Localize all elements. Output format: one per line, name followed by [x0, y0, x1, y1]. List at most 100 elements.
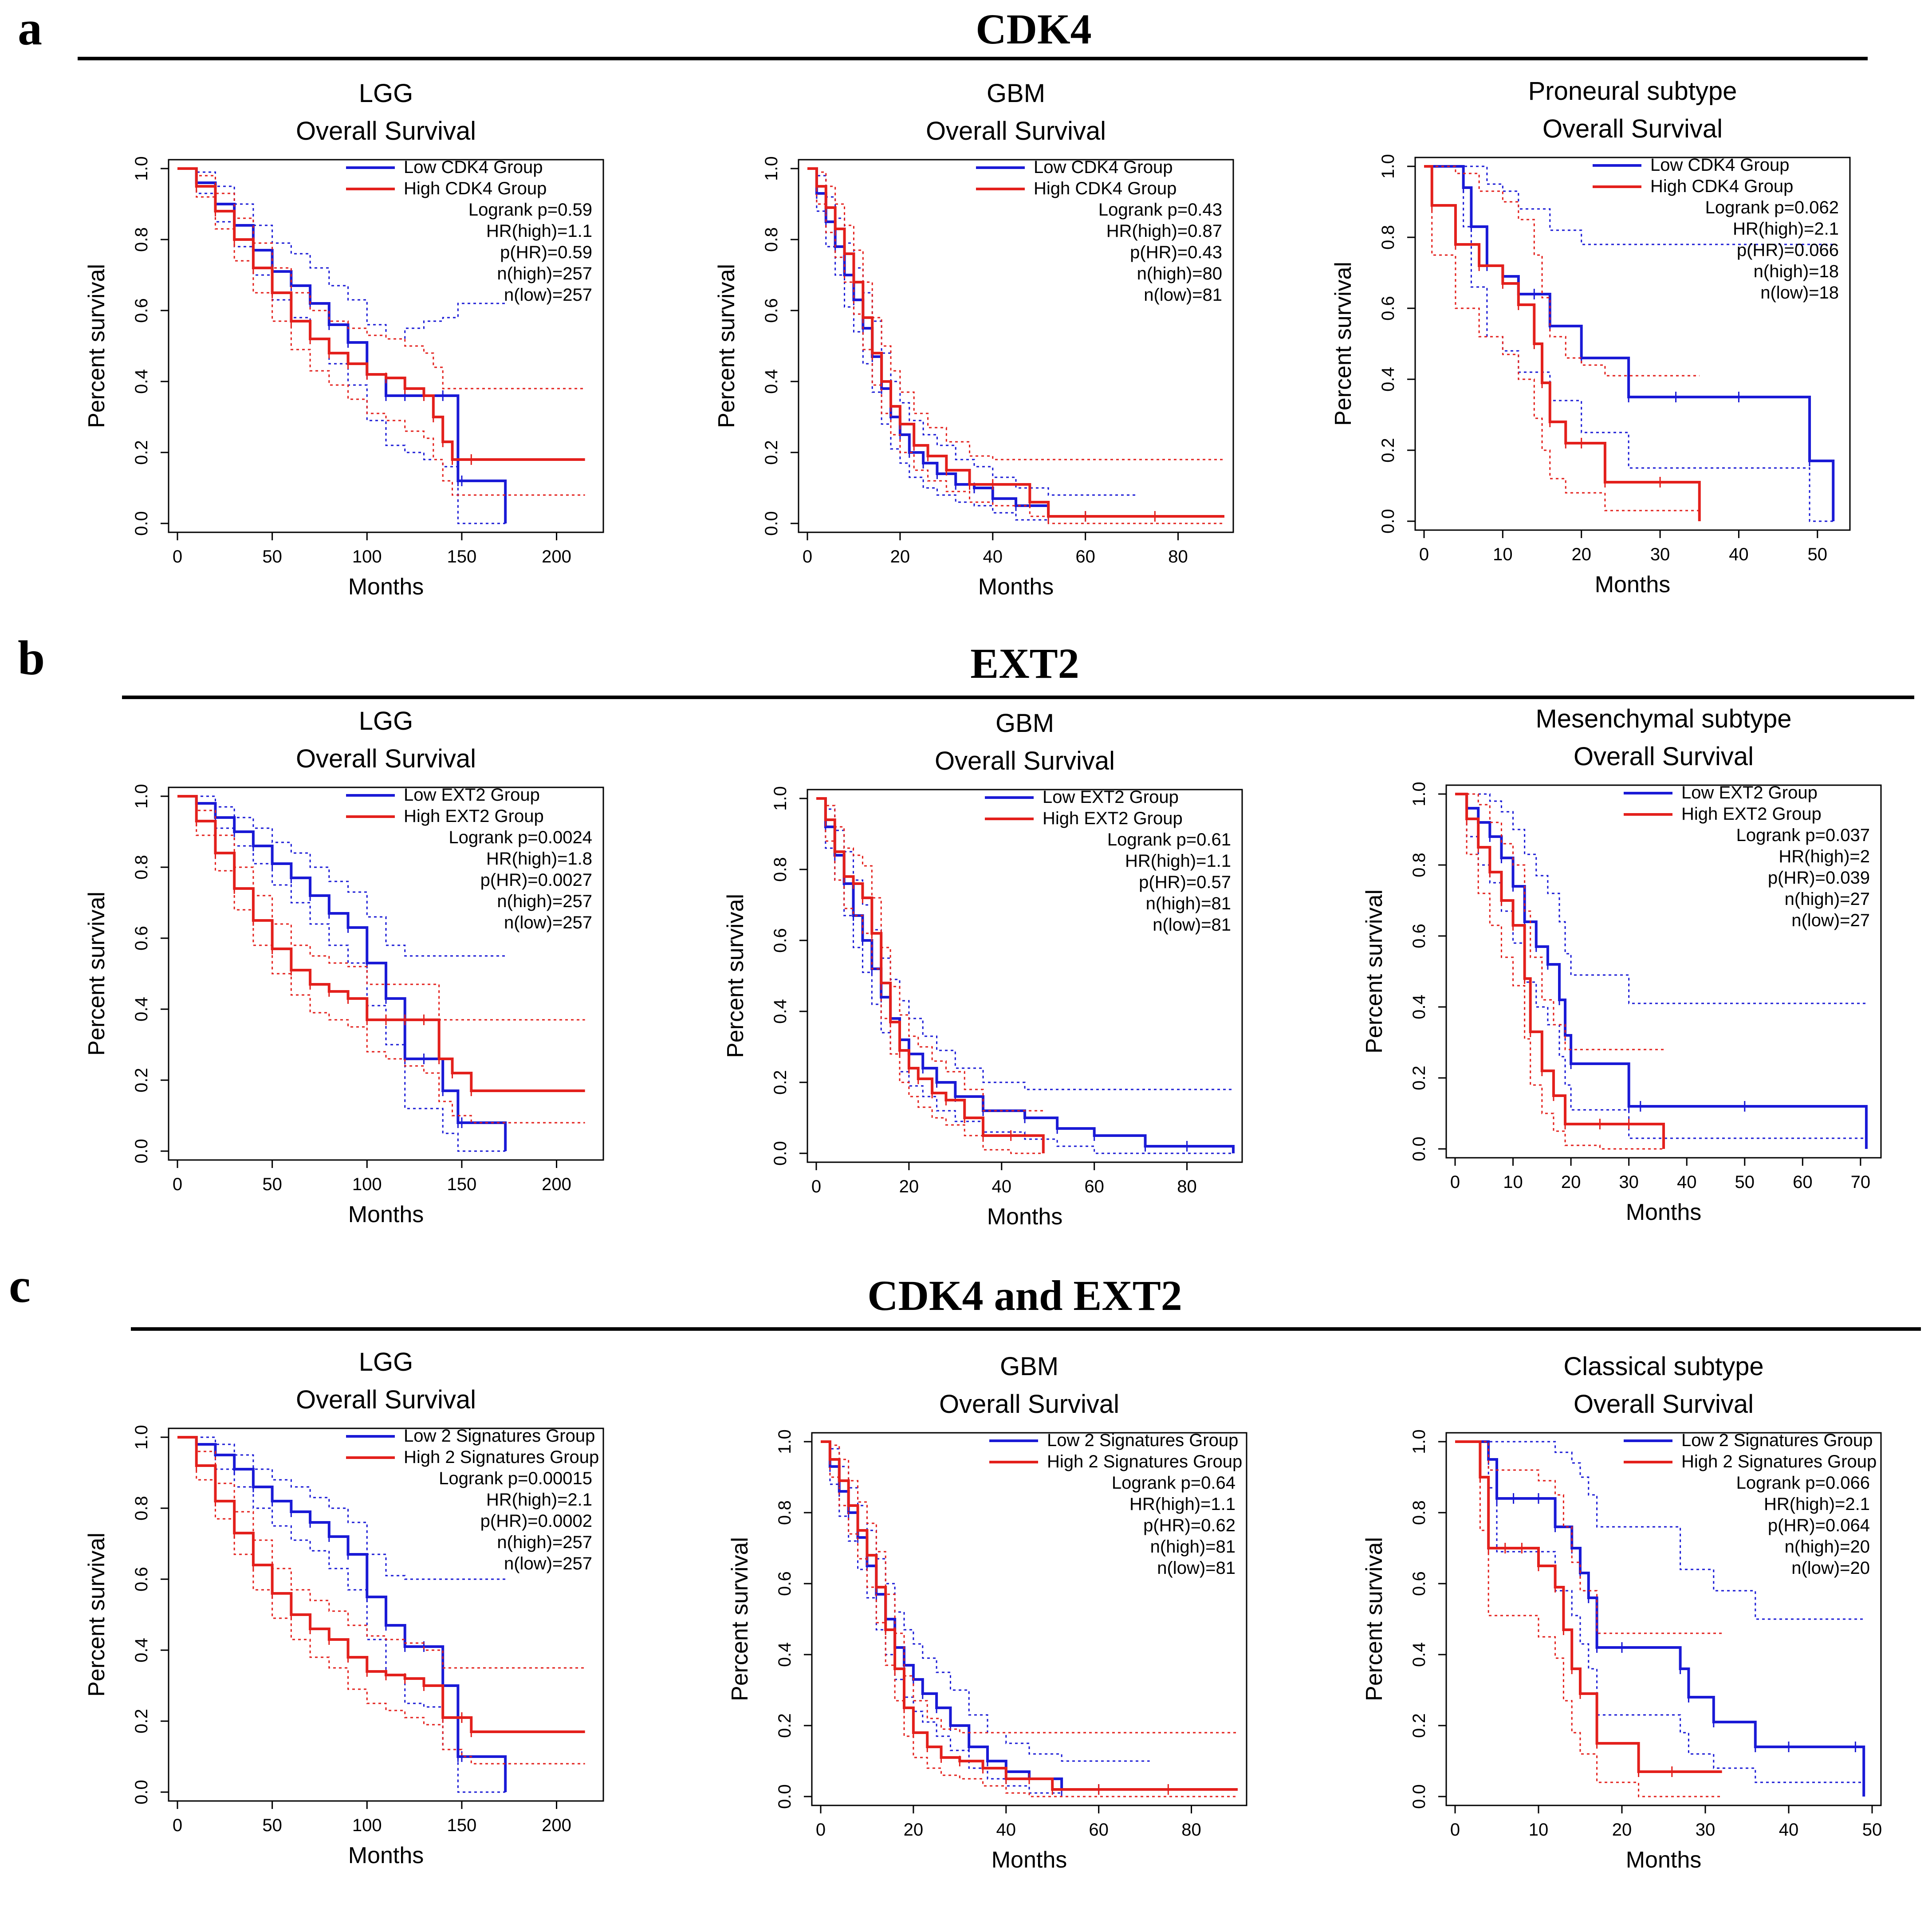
chart-title: LGG — [359, 79, 413, 108]
y-tick-label: 1.0 — [132, 1425, 151, 1450]
high-group-ci-upper — [1424, 165, 1700, 377]
low-group-ci-upper — [177, 1436, 506, 1580]
x-tick-label: 20 — [904, 1820, 924, 1840]
high-group-ci-lower — [177, 168, 585, 496]
km-chart-c-classical: Classical subtype Overall Survival 0.0 0.2 0… — [1361, 1352, 1882, 1873]
chart-title: Classical subtype — [1563, 1352, 1763, 1381]
y-tick-label: 0.6 — [1378, 296, 1398, 321]
x-tick-label: 40 — [1779, 1820, 1799, 1840]
km-chart-a-lgg: LGG Overall Survival 0.0 0.2 0.4 0.6 0.8 1.0 0 50… — [84, 79, 604, 600]
panel-letter-c: c — [9, 1258, 31, 1313]
y-tick-label: 0.0 — [132, 511, 151, 536]
x-axis-label: Months — [992, 1847, 1067, 1873]
stat-line: Logrank p=0.0024 — [449, 828, 592, 847]
y-tick-label: 0.0 — [1409, 1784, 1429, 1809]
stat-line: n(low)=81 — [1144, 285, 1222, 305]
y-tick-label: 0.8 — [775, 1500, 795, 1525]
x-tick-label: 200 — [542, 1175, 571, 1194]
legend-label: High CDK4 Group — [1650, 177, 1793, 196]
stat-line: n(low)=257 — [504, 913, 592, 932]
y-axis-label: Percent survival — [1330, 262, 1356, 426]
low-group-ci-lower — [177, 1436, 506, 1793]
x-tick-label: 30 — [1619, 1172, 1639, 1192]
x-tick-label: 80 — [1177, 1177, 1197, 1196]
stat-line: HR(high)=1.1 — [1125, 851, 1231, 871]
y-tick-label: 1.0 — [1409, 782, 1429, 806]
high-group-survival-line — [816, 797, 1045, 1153]
stat-line: Logrank p=0.64 — [1112, 1473, 1236, 1493]
chart-subtitle: Overall Survival — [296, 744, 476, 773]
plot-frame — [1414, 157, 1851, 531]
stat-line: Logrank p=0.066 — [1736, 1473, 1870, 1493]
high-group-ci-lower — [1424, 165, 1700, 521]
x-tick-label: 20 — [899, 1177, 919, 1196]
y-axis-label: Percent survival — [723, 894, 748, 1058]
chart-subtitle: Overall Survival — [1574, 742, 1754, 771]
y-tick-label: 0.2 — [1378, 438, 1398, 463]
low-group-ci-lower — [816, 798, 1233, 1154]
high-group-ci-upper — [1455, 1441, 1722, 1634]
stat-line: p(HR)=0.039 — [1768, 868, 1870, 888]
row-title-cdk4-ext2: CDK4 and EXT2 — [867, 1272, 1182, 1319]
y-tick-label: 0.8 — [132, 1496, 151, 1521]
plot-frame — [168, 159, 604, 533]
stat-line: Logrank p=0.43 — [1098, 200, 1222, 220]
y-axis-label: Percent survival — [84, 264, 110, 428]
y-tick-label: 0.8 — [762, 227, 781, 252]
x-tick-label: 0 — [811, 1177, 821, 1196]
chart-title: LGG — [359, 1348, 413, 1376]
x-tick-label: 0 — [173, 1175, 182, 1194]
low-group-ci-lower — [1455, 1441, 1865, 1797]
stat-line: HR(high)=2.1 — [486, 1490, 592, 1510]
low-group-ci-lower — [821, 1441, 1150, 1797]
km-chart-b-mesenchymal: Mesenchymal subtype Overall Survival 0.0 0.… — [1361, 704, 1882, 1225]
plot-frame — [1445, 1432, 1882, 1806]
y-tick-label: 0.6 — [762, 298, 781, 323]
panel-letter-a: a — [18, 1, 42, 55]
legend-label: High EXT2 Group — [1043, 809, 1183, 828]
stat-line: n(high)=81 — [1146, 894, 1231, 913]
stat-line: n(high)=81 — [1150, 1537, 1236, 1557]
x-tick-label: 0 — [1450, 1820, 1460, 1840]
legend-label: Low CDK4 Group — [404, 157, 543, 177]
y-tick-label: 1.0 — [762, 156, 781, 181]
low-group-survival-line — [807, 167, 1137, 518]
stat-line: n(low)=27 — [1791, 911, 1870, 930]
plot-frame — [168, 786, 604, 1161]
low-group-survival-line — [1455, 1440, 1865, 1797]
legend-label: Low 2 Signatures Group — [1681, 1431, 1873, 1450]
legend-label: Low EXT2 Group — [1681, 783, 1818, 802]
x-tick-label: 50 — [262, 1816, 282, 1835]
low-group-ci-upper — [1455, 793, 1866, 1004]
y-tick-label: 0.0 — [762, 511, 781, 536]
stat-line: n(low)=257 — [504, 285, 592, 305]
x-tick-label: 60 — [1084, 1177, 1104, 1196]
stat-line: Logrank p=0.61 — [1107, 830, 1231, 849]
legend-label: High EXT2 Group — [404, 806, 544, 826]
y-tick-label: 0.0 — [132, 1139, 151, 1164]
chart-title: GBM — [996, 709, 1054, 738]
x-axis-label: Months — [1595, 572, 1671, 598]
y-tick-label: 0.6 — [1409, 1571, 1429, 1596]
low-group-survival-line — [816, 797, 1235, 1153]
y-tick-label: 0.2 — [132, 1068, 151, 1093]
low-group-ci-upper — [821, 1441, 1150, 1762]
x-tick-label: 20 — [1612, 1820, 1632, 1840]
plot-frame — [1445, 784, 1882, 1159]
high-group-ci-lower — [807, 168, 1224, 524]
high-group-survival-line — [1455, 1440, 1722, 1773]
stat-line: n(low)=81 — [1153, 915, 1231, 935]
stat-line: Logrank p=0.00015 — [439, 1469, 592, 1488]
x-tick-label: 60 — [1793, 1172, 1813, 1192]
low-group-survival-line — [177, 1436, 507, 1792]
y-tick-label: 0.4 — [1409, 995, 1429, 1019]
low-group-ci-upper — [1424, 165, 1834, 245]
legend-label: High 2 Signatures Group — [404, 1447, 599, 1467]
legend-label: High 2 Signatures Group — [1681, 1452, 1877, 1471]
row-divider — [122, 696, 1914, 699]
legend-label: High EXT2 Group — [1681, 804, 1822, 824]
x-tick-label: 40 — [1677, 1172, 1697, 1192]
km-chart-b-lgg: LGG Overall Survival 0.0 0.2 0.4 0.6 0.8 1.0 0 50… — [84, 707, 604, 1227]
x-tick-label: 60 — [1089, 1820, 1109, 1840]
y-tick-label: 0.2 — [775, 1713, 795, 1738]
